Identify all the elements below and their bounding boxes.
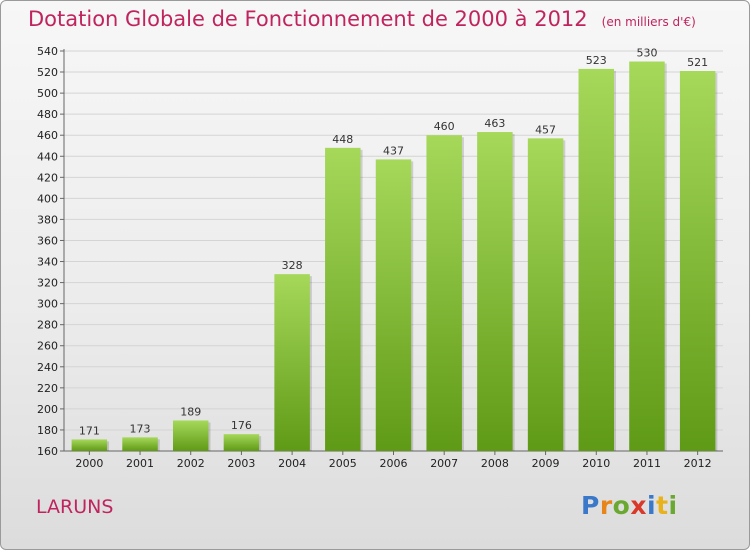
logo-letter: t bbox=[656, 491, 669, 520]
value-label-2011: 530 bbox=[636, 47, 657, 60]
x-tick-label-2012: 2012 bbox=[684, 457, 712, 470]
x-tick-label-2006: 2006 bbox=[380, 457, 408, 470]
bar-2010 bbox=[578, 68, 615, 451]
y-tick-label: 460 bbox=[37, 129, 58, 142]
value-label-2007: 460 bbox=[434, 120, 455, 133]
bar-2001 bbox=[122, 437, 158, 451]
proxiti-logo[interactable]: Proxiti bbox=[581, 491, 678, 520]
bar-2003 bbox=[223, 434, 260, 451]
y-tick-label: 320 bbox=[37, 277, 58, 290]
bar-2009 bbox=[527, 138, 564, 452]
value-label-2012: 521 bbox=[687, 56, 708, 69]
y-tick-label: 240 bbox=[37, 361, 58, 374]
y-tick-label: 260 bbox=[37, 340, 58, 353]
x-tick-label-2011: 2011 bbox=[633, 457, 661, 470]
bar-2011 bbox=[629, 61, 665, 452]
value-label-2002: 189 bbox=[180, 405, 201, 418]
value-label-2003: 176 bbox=[231, 419, 252, 432]
bar-2006 bbox=[375, 159, 412, 451]
y-tick-label: 160 bbox=[37, 445, 58, 458]
value-label-2006: 437 bbox=[383, 144, 404, 157]
bar-2004 bbox=[274, 274, 310, 451]
chart-title: Dotation Globale de Fonctionnement de 20… bbox=[28, 7, 696, 31]
bars bbox=[71, 61, 718, 452]
y-tick-label: 180 bbox=[37, 424, 58, 437]
value-label-2010: 523 bbox=[586, 54, 607, 67]
logo-letter: o bbox=[612, 491, 631, 520]
y-tick-label: 220 bbox=[37, 382, 58, 395]
x-tick-label-2009: 2009 bbox=[532, 457, 560, 470]
y-tick-label: 280 bbox=[37, 319, 58, 332]
logo-letter: P bbox=[581, 491, 600, 520]
y-tick-label: 300 bbox=[37, 298, 58, 311]
value-label-2001: 173 bbox=[130, 422, 151, 435]
y-tick-label: 380 bbox=[37, 213, 58, 226]
value-label-2000: 171 bbox=[79, 424, 100, 437]
bar-2012 bbox=[679, 71, 716, 451]
x-tick-label-2000: 2000 bbox=[75, 457, 103, 470]
value-label-2009: 457 bbox=[535, 123, 556, 136]
x-tick-label-2002: 2002 bbox=[177, 457, 205, 470]
y-tick-label: 200 bbox=[37, 403, 58, 416]
y-tick-label: 520 bbox=[37, 66, 58, 79]
chart-subtitle: (en milliers d'€) bbox=[601, 15, 696, 29]
x-tick-label-2001: 2001 bbox=[126, 457, 154, 470]
axes: 160 180 200 220 240 260 280 300 320 340 360 380 400 4… bbox=[37, 45, 723, 470]
x-tick-label-2008: 2008 bbox=[481, 457, 509, 470]
x-tick-label-2007: 2007 bbox=[430, 457, 458, 470]
value-labels: 171 173 189 176 328 448 437 460 463 457 523 530 521 bbox=[79, 47, 708, 438]
logo-letter: i bbox=[647, 491, 657, 520]
y-tick-label: 540 bbox=[37, 45, 58, 58]
chart-title-text: Dotation Globale de Fonctionnement de 20… bbox=[28, 7, 588, 31]
y-tick-label: 340 bbox=[37, 256, 58, 269]
y-tick-label: 480 bbox=[37, 108, 58, 121]
y-tick-label: 400 bbox=[37, 192, 58, 205]
bar-2008 bbox=[477, 132, 513, 452]
x-tick-label-2005: 2005 bbox=[329, 457, 357, 470]
x-tick-label-2004: 2004 bbox=[278, 457, 306, 470]
bar-2002 bbox=[172, 420, 209, 451]
bar-2000 bbox=[71, 439, 108, 451]
y-tick-label: 500 bbox=[37, 87, 58, 100]
logo-letter: i bbox=[668, 491, 678, 520]
y-tick-label: 420 bbox=[37, 171, 58, 184]
x-tick-label-2003: 2003 bbox=[227, 457, 255, 470]
value-label-2008: 463 bbox=[484, 117, 505, 130]
y-tick-label: 360 bbox=[37, 234, 58, 247]
place-label: LARUNS bbox=[36, 496, 114, 518]
x-tick-label-2010: 2010 bbox=[582, 457, 610, 470]
logo-letter: r bbox=[599, 491, 613, 520]
y-tick-label: 440 bbox=[37, 150, 58, 163]
bar-2005 bbox=[325, 147, 361, 451]
bar-2007 bbox=[426, 135, 462, 452]
logo-letter: x bbox=[630, 491, 647, 520]
value-label-2004: 328 bbox=[282, 259, 303, 272]
value-label-2005: 448 bbox=[332, 133, 353, 146]
